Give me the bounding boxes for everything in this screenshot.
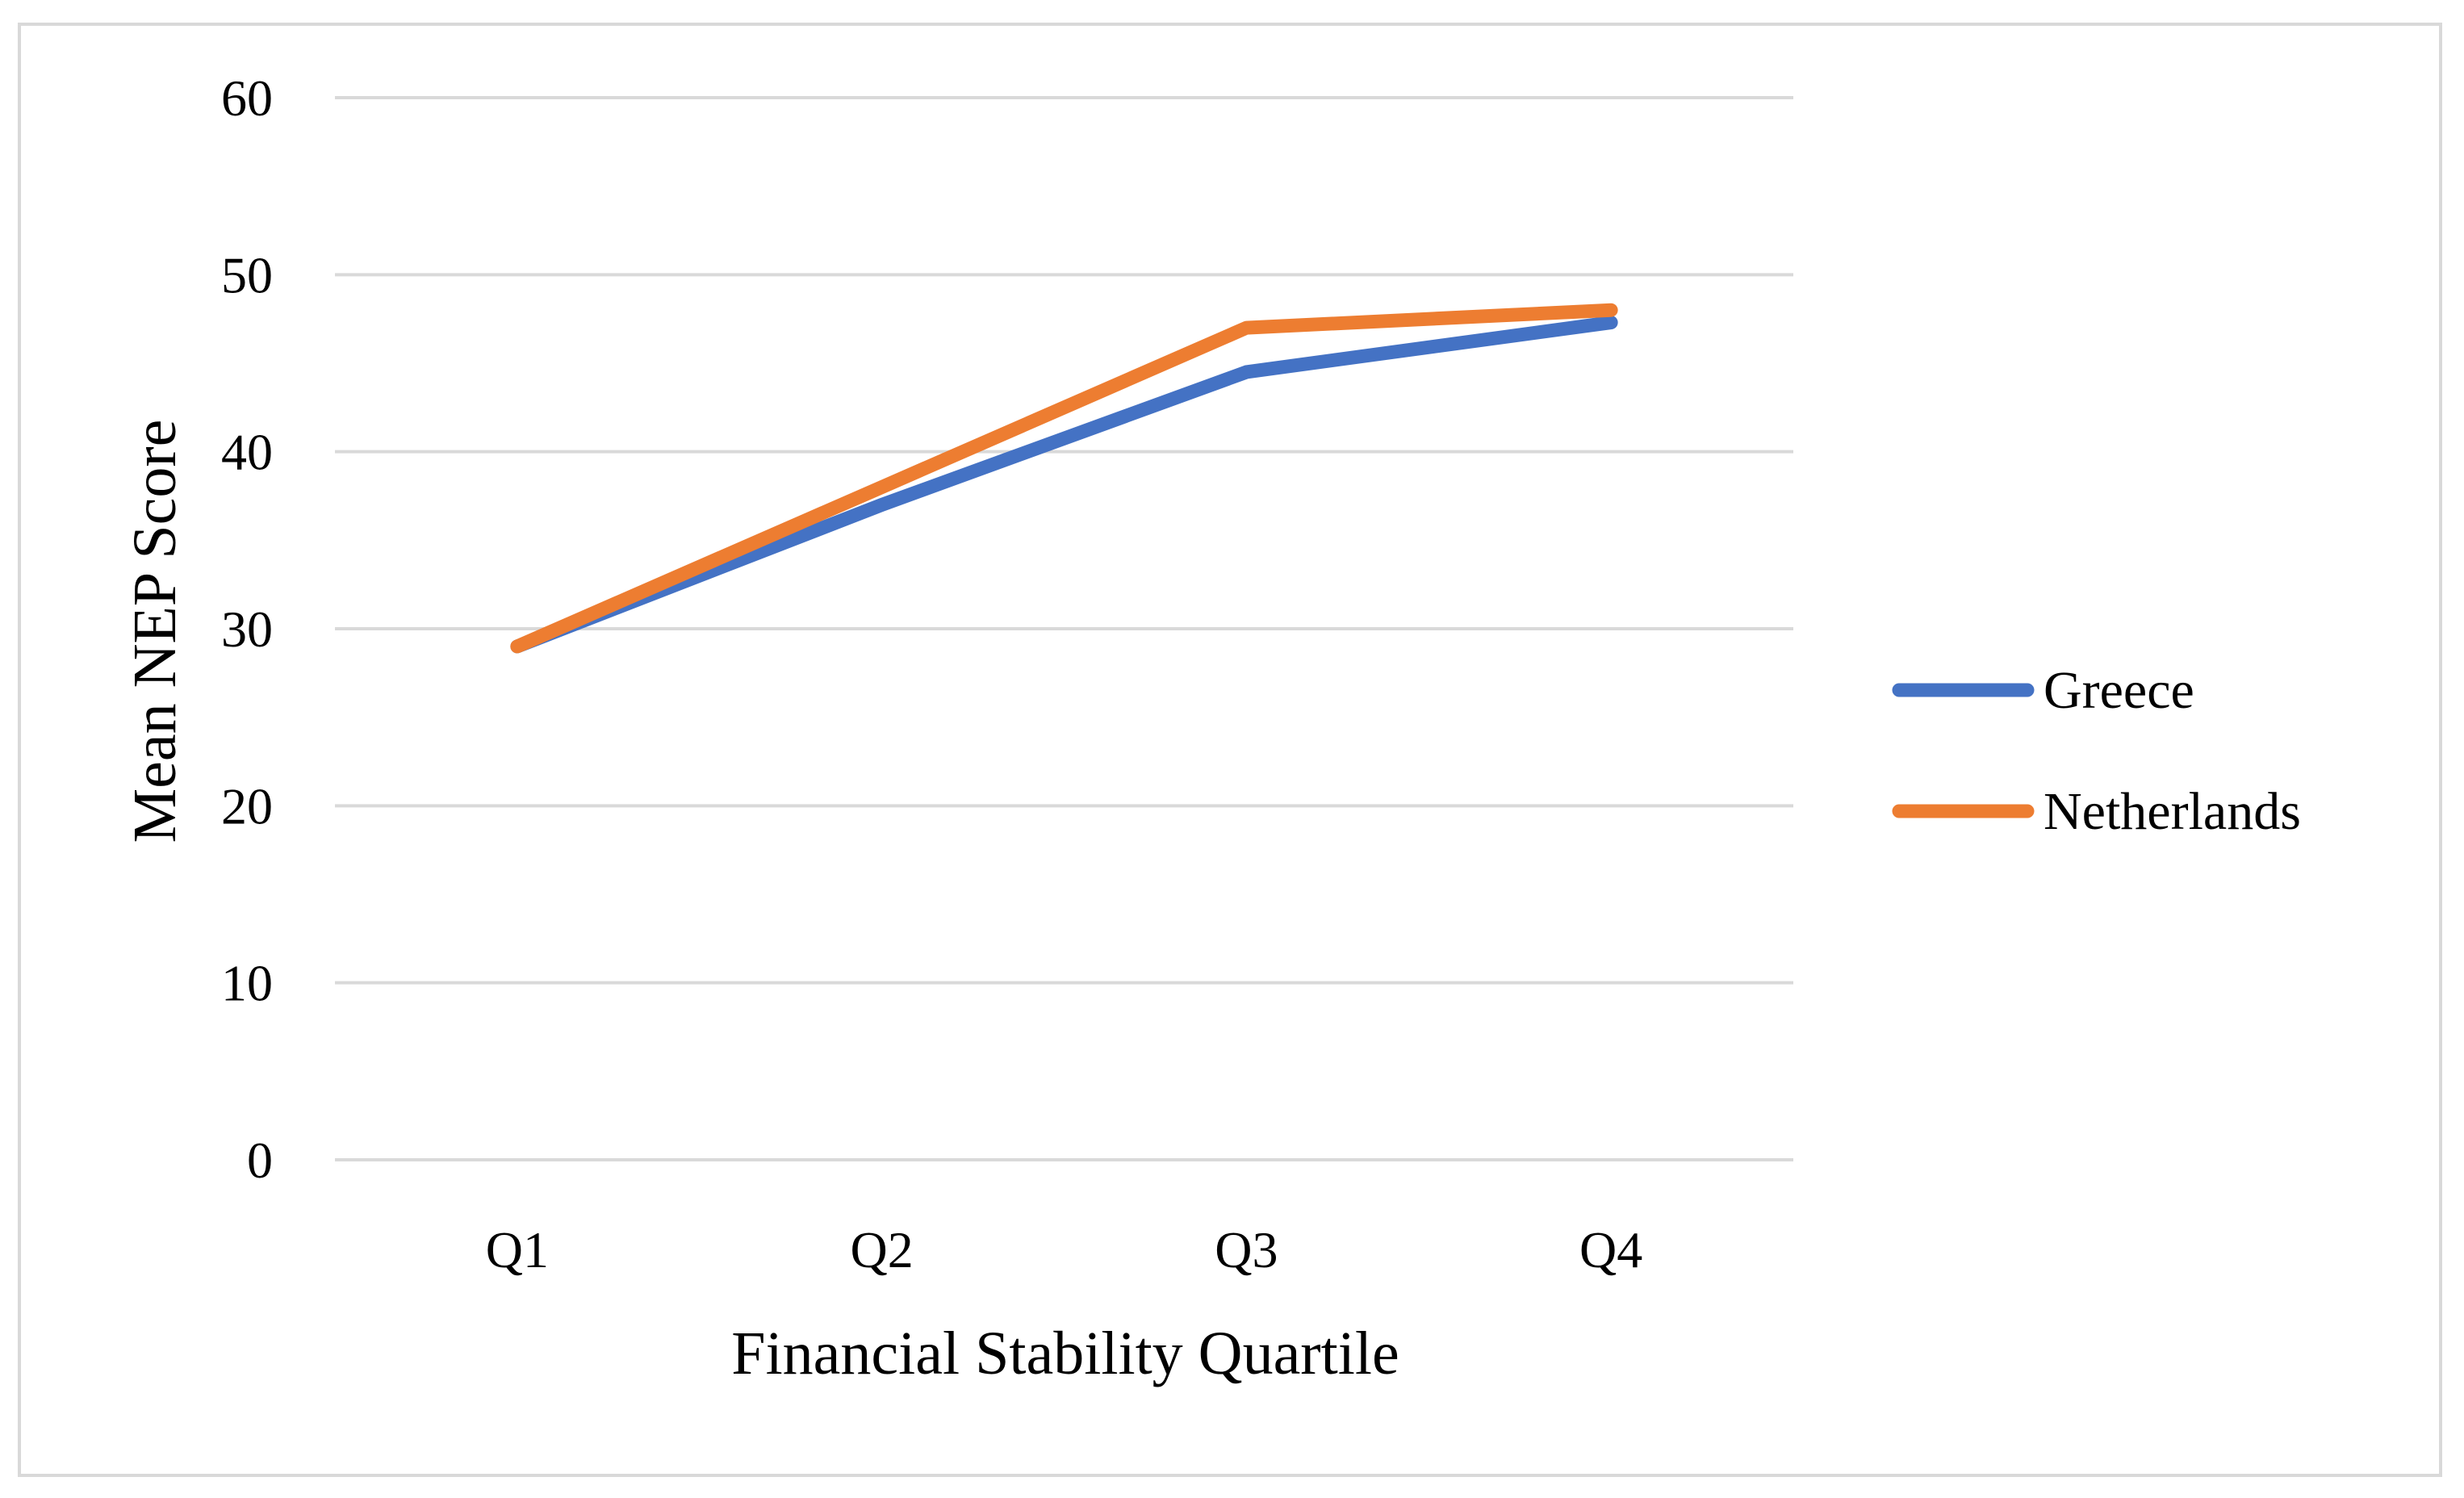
y-tick-label: 0 <box>247 1132 273 1189</box>
y-axis-title: Mean NEP Score <box>121 420 189 843</box>
y-axis-tick-labels: 0 10 20 30 40 50 60 <box>221 69 273 1189</box>
x-tick-label: Q4 <box>1579 1221 1642 1278</box>
chart-frame <box>18 23 2442 1477</box>
gridlines <box>335 96 1793 1161</box>
x-tick-label: Q3 <box>1215 1221 1278 1278</box>
x-tick-label: Q1 <box>486 1221 549 1278</box>
y-tick-label: 20 <box>221 777 273 835</box>
series-line-netherlands <box>510 303 1618 654</box>
y-tick-label: 40 <box>221 424 273 481</box>
legend-label-greece: Greece <box>2044 661 2194 720</box>
y-tick-label: 30 <box>221 600 273 658</box>
series-line-greece <box>510 316 1618 654</box>
x-tick-label: Q2 <box>851 1221 914 1278</box>
legend: Greece Netherlands <box>1892 661 2301 841</box>
y-tick-label: 60 <box>221 69 273 127</box>
y-tick-label: 50 <box>221 246 273 303</box>
x-axis-tick-labels: Q1 Q2 Q3 Q4 <box>486 1221 1642 1278</box>
series-lines <box>510 303 1618 654</box>
y-tick-label: 10 <box>221 955 273 1012</box>
legend-label-netherlands: Netherlands <box>2044 782 2301 841</box>
x-axis-title: Financial Stability Quartile <box>731 1320 1399 1387</box>
